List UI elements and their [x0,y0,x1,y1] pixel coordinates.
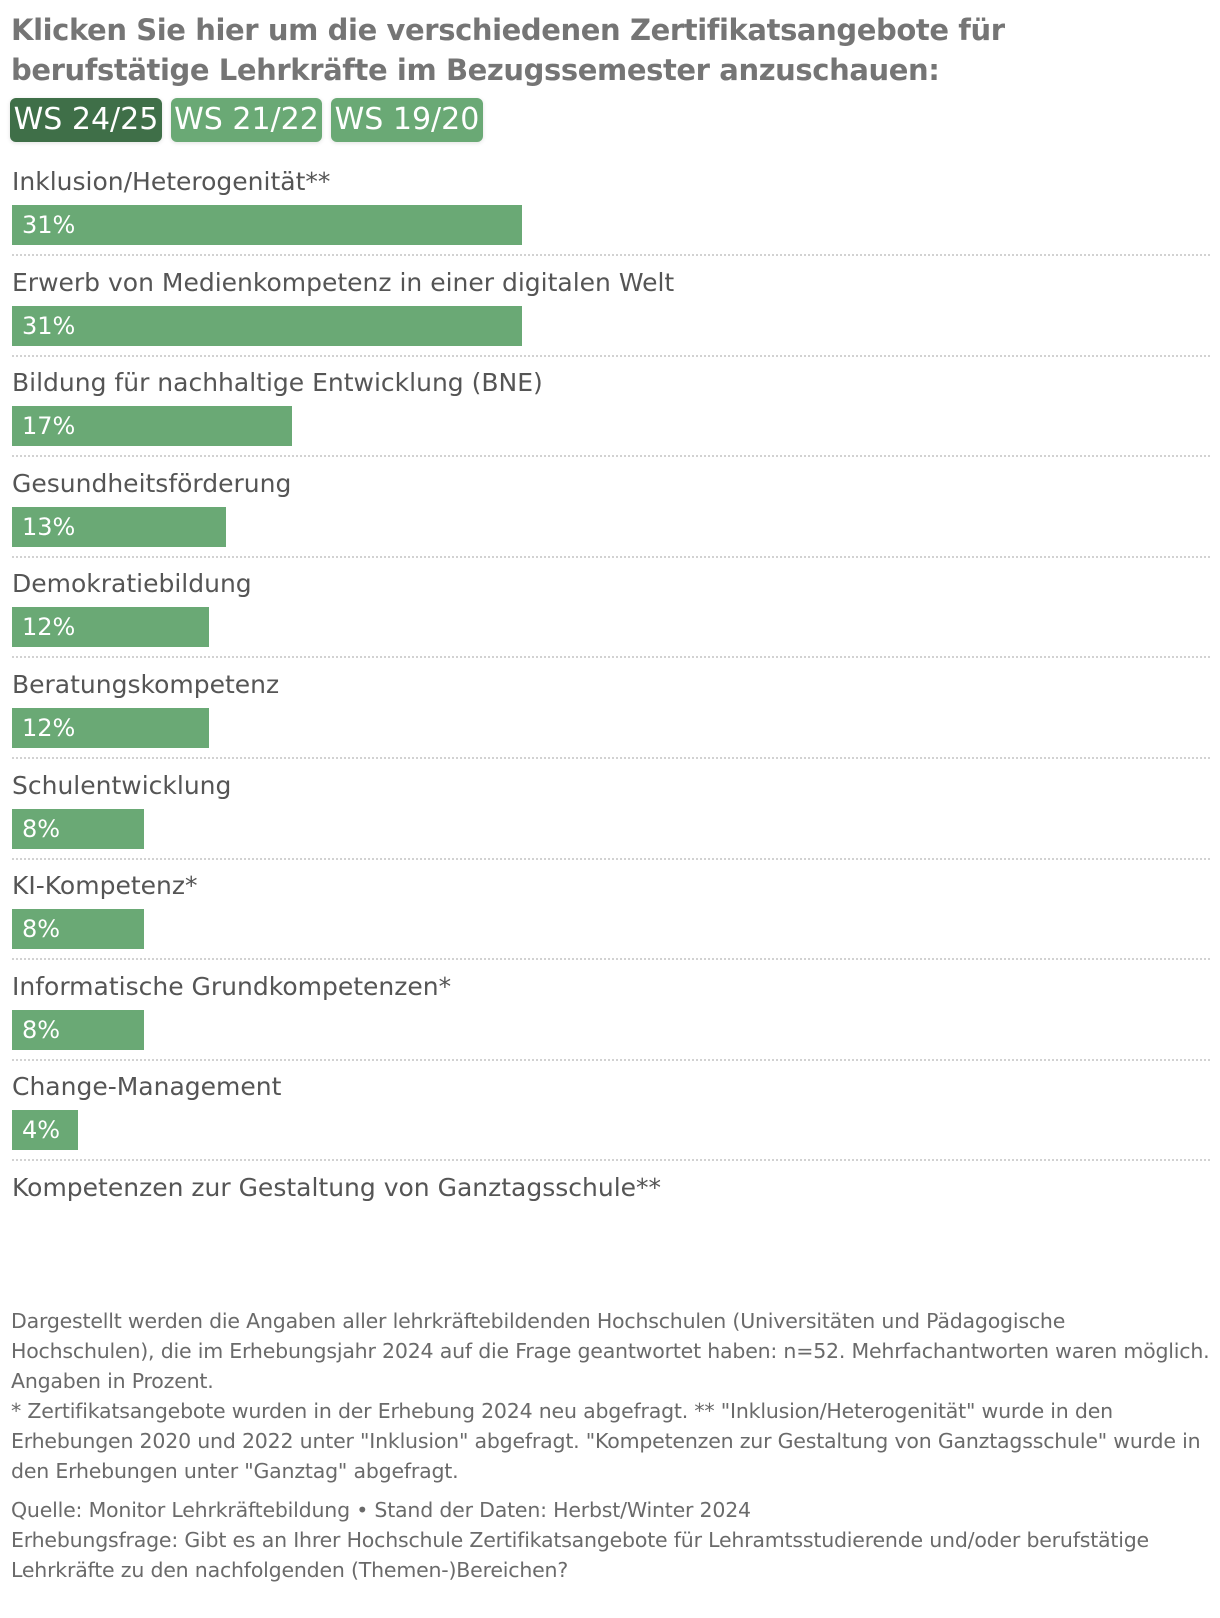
row-separator [12,757,1210,759]
category-label: Inklusion/Heterogenität** [12,167,331,196]
tab-ws-21-22[interactable]: WS 21/22 [171,98,322,142]
category-label: KI-Kompetenz* [12,871,198,901]
row-separator [12,555,1210,558]
tab-ws-19-20[interactable]: WS 19/20 [331,98,483,142]
tab-ws-24-25[interactable]: WS 24/25 [10,98,162,142]
bar [12,1110,78,1151]
bar-value-label: 31% [22,311,76,340]
bar-value-label: 12% [22,714,76,742]
bar [12,406,292,447]
survey-question: Erhebungsfrage: Gibt es an Ihrer Hochsch… [11,1528,1149,1582]
bar-value-label: 31% [22,211,76,239]
bar-value-label: 12% [22,613,76,642]
bar-value-label: 17% [22,412,76,441]
bar [12,808,144,849]
bar-value-label: 8% [22,814,61,843]
category-label: Gesundheitsförderung [12,468,292,498]
bar-value-label: 8% [22,1015,61,1044]
bar [12,708,209,748]
category-label: Informatische Grundkompetenzen* [12,971,452,1001]
description-note: Dargestellt werden die Angaben aller leh… [11,1309,1210,1393]
category-label: Beratungskompetenz [12,670,280,699]
row-separator [12,1159,1210,1162]
bar [12,909,144,950]
category-label: Kompetenzen zur Gestaltung von Ganztagss… [12,1173,662,1202]
bar [12,1009,144,1050]
bar [12,607,209,648]
bar-value-label: 13% [22,512,76,541]
page-title: Klicken Sie hier um die verschiedenen Ze… [11,13,1005,87]
row-separator [12,656,1210,659]
category-label: Schulentwicklung [12,770,232,800]
row-separator [12,857,1210,860]
bar [12,205,522,245]
category-label: Erwerb von Medienkompetenz in einer digi… [12,267,675,297]
chart-notes: Dargestellt werden die Angaben aller leh… [11,1306,1211,1585]
category-label: Change-Management [12,1072,282,1102]
row-separator [12,254,1210,256]
row-separator [12,958,1210,961]
bar-chart: Inklusion/Heterogenität** 31% Erwerb von M… [12,167,1210,1202]
category-label: Bildung für nachhaltige Entwicklung (BNE… [12,368,543,398]
footnote: * Zertifikatsangebote wurden in der Erhe… [11,1399,1201,1483]
category-label: Demokratiebildung [12,569,252,599]
bar-value-label: 8% [22,915,61,944]
row-separator [12,354,1210,357]
row-separator [12,455,1210,458]
bar [12,506,226,547]
bar [12,305,522,346]
row-separator [12,1058,1210,1061]
source-note: Quelle: Monitor Lehrkräftebildung • Stan… [11,1498,751,1522]
bar-value-label: 4% [22,1116,61,1145]
